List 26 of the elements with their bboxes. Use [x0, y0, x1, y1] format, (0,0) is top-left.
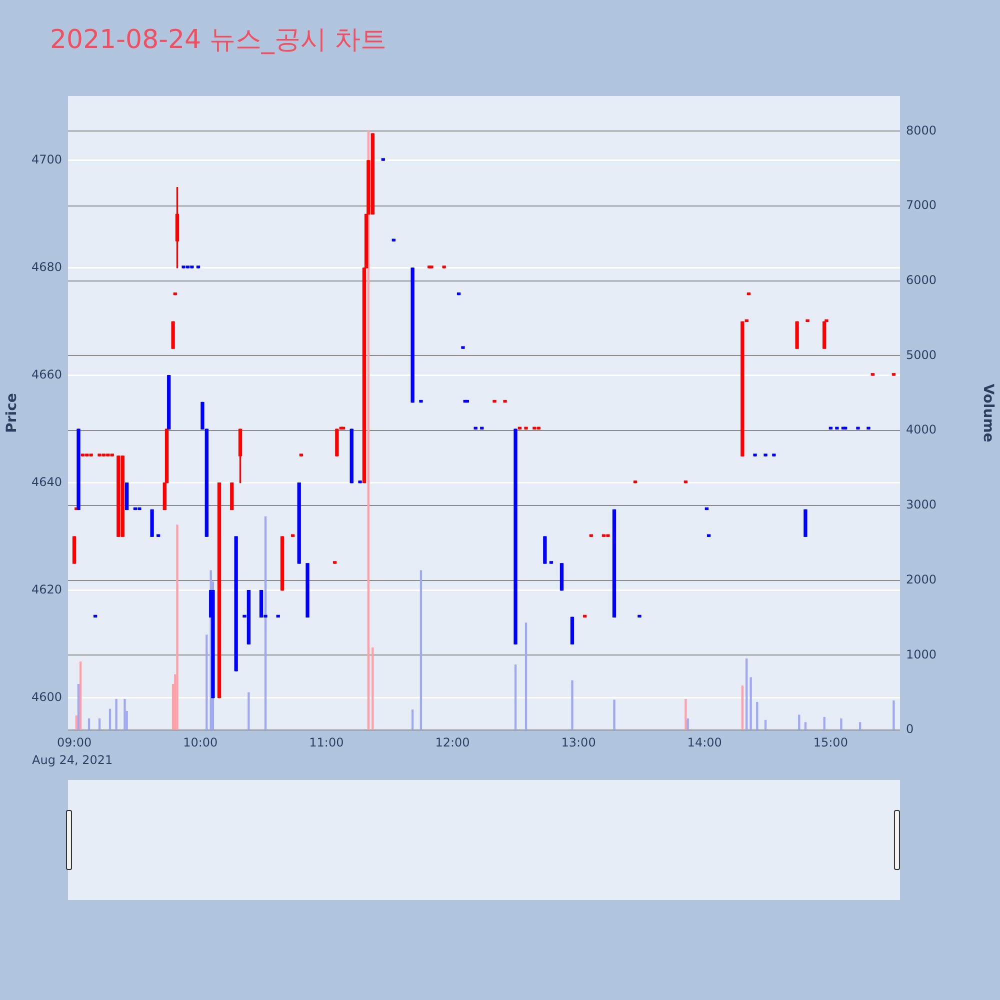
- y2-tick-label: 4000: [906, 422, 937, 437]
- y-tick-label: 4700: [31, 152, 62, 167]
- y2-tick-label: 5000: [906, 348, 937, 362]
- text: Aug 24, 2021: [32, 753, 113, 767]
- y-axis-title: Price: [4, 393, 20, 433]
- y2-tick-label: 0: [906, 722, 914, 736]
- y2-tick-label: 3000: [906, 498, 937, 512]
- x-tick-label: 14:00: [687, 735, 722, 750]
- x-tick-label: 09:00: [57, 735, 92, 750]
- y2-axis-title: Volume: [980, 384, 996, 442]
- y2-tick-label: 1000: [906, 647, 937, 662]
- y2-tick-label: 8000: [906, 123, 937, 138]
- x-tick-label: 12:00: [435, 735, 470, 750]
- y-tick-label: 4620: [31, 582, 62, 596]
- y2-tick-label: 2000: [906, 572, 937, 586]
- y-tick-label: 4600: [31, 690, 62, 704]
- x-tick-label: 15:00: [813, 735, 848, 750]
- y-tick-label: 4640: [31, 474, 62, 489]
- y2-tick-label: 7000: [906, 198, 937, 212]
- x-tick-label: 13:00: [561, 735, 596, 750]
- x-tick-label: 10:00: [183, 735, 218, 750]
- y-tick-label: 4680: [31, 260, 62, 274]
- y-tick-label: 4660: [31, 368, 62, 382]
- y2-tick-label: 6000: [906, 273, 937, 288]
- chart-title: 2021-08-24 뉴스_공시 차트: [50, 24, 387, 57]
- x-tick-label: 11:00: [309, 735, 344, 750]
